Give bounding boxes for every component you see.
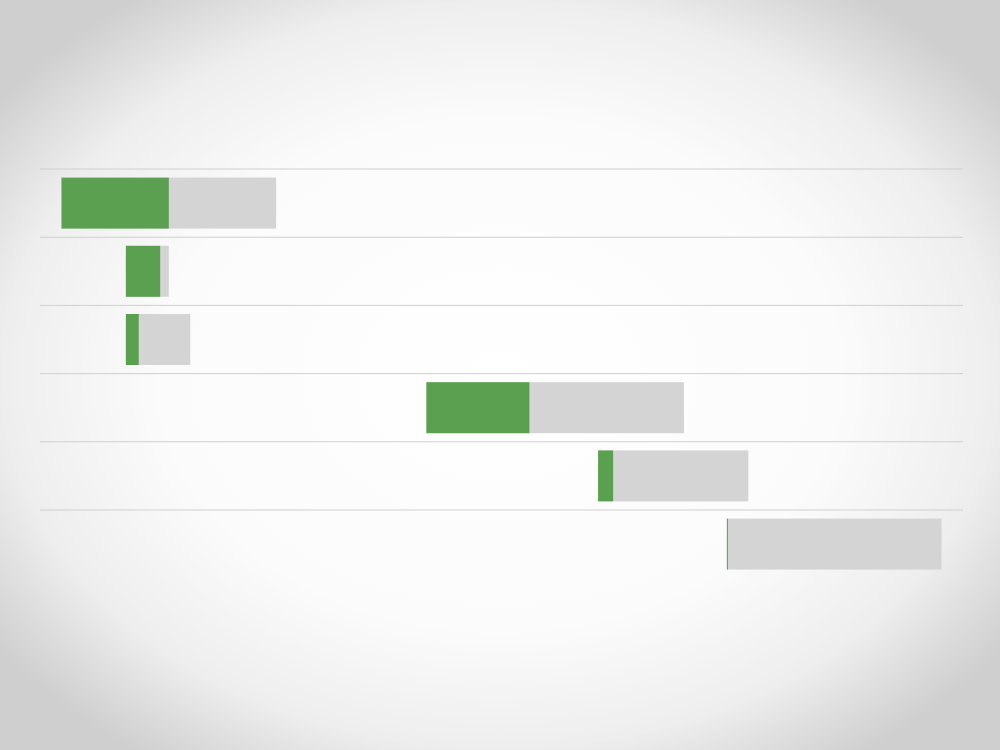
task-bar-progress — [61, 177, 169, 229]
task-bar-remaining — [726, 518, 942, 570]
task-bar-progress — [598, 450, 614, 502]
task-bar-progress — [726, 518, 728, 570]
task-bar-remaining — [598, 450, 749, 502]
task-bar-progress — [125, 245, 161, 297]
task-bar-progress — [426, 382, 530, 434]
task-bar-progress — [125, 314, 139, 365]
